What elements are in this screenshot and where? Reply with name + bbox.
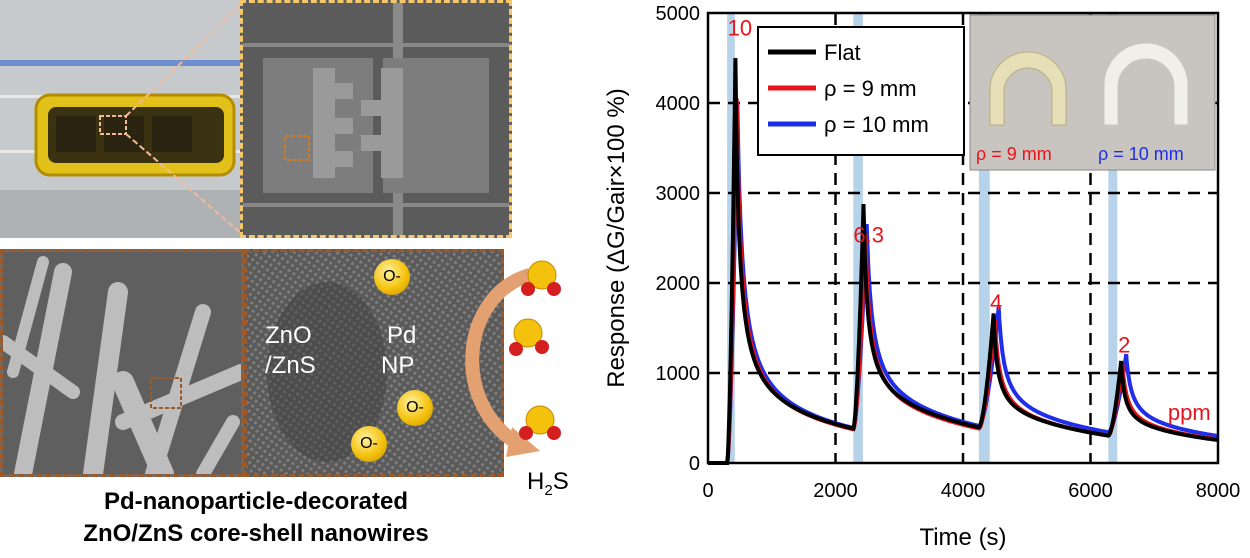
oxygen-ion-1: O- — [374, 259, 410, 295]
exposure-window — [1108, 13, 1118, 463]
concentration-label: 6.3 — [853, 223, 884, 248]
device-photo — [0, 0, 240, 238]
caption-line-2: ZnO/ZnS core-shell nanowires — [83, 520, 429, 547]
y-axis-label: Response (ΔG/Gair×100 %) — [603, 88, 630, 388]
caption-line-1: Pd-nanoparticle-decorated — [103, 488, 409, 515]
inset-radius-label: ρ = 10 mm — [1098, 144, 1184, 164]
zns-label: /ZnS — [265, 352, 316, 379]
y-tick-label: 2000 — [656, 273, 701, 295]
x-tick-label: 0 — [702, 480, 713, 502]
y-tick-label: 1000 — [656, 363, 701, 385]
legend: Flat ρ = 9 mm ρ = 10 mm — [757, 26, 965, 156]
sem-nanowire-drawing — [3, 252, 241, 474]
gas-flow-graphic — [465, 260, 561, 457]
concentration-label: 10 — [728, 16, 752, 41]
sem-electrode-image — [240, 0, 512, 238]
exposure-window — [853, 13, 863, 463]
np-label: NP — [381, 352, 415, 379]
y-tick-label: 4000 — [656, 93, 701, 115]
sem-nanowire-image — [0, 249, 244, 477]
tem-image: ZnO /ZnS Pd NP O- O- O- — [244, 249, 504, 477]
legend-box — [757, 26, 965, 156]
y-tick-label: 0 — [689, 453, 700, 475]
series-line — [708, 57, 1219, 465]
h2s-molecule-icon — [519, 405, 561, 440]
y-tick-label: 5000 — [656, 3, 701, 25]
bent-substrate-10mm — [1103, 42, 1189, 126]
concentration-label: 2 — [1118, 332, 1130, 357]
zno-label: ZnO — [265, 322, 312, 349]
response-chart-svg: 0 2000 4000 6000 8000 0 1000 2000 3000 4000 5000 Ti… — [603, 3, 1241, 551]
inset-radius-label: ρ = 9 mm — [976, 144, 1052, 164]
response-chart: 0 2000 4000 6000 8000 0 1000 2000 3000 4000 5000 Ti… — [590, 0, 1250, 553]
pd-label: Pd — [387, 322, 417, 349]
concentration-label: ppm — [1168, 400, 1211, 425]
sem-electrode-drawing — [243, 3, 509, 235]
h2s-molecule-icon — [509, 318, 549, 356]
oxygen-ion-3: O- — [351, 426, 387, 462]
y-tick-label: 3000 — [656, 183, 701, 205]
x-tick-label: 6000 — [1068, 480, 1113, 502]
x-tick-label: 2000 — [813, 480, 858, 502]
arrow-head-icon — [506, 427, 540, 457]
inset-photo: ρ = 9 mm ρ = 10 mm — [969, 14, 1216, 171]
h2s-label: H2S — [527, 468, 569, 499]
exposure-window — [978, 13, 990, 463]
legend-entry: ρ = 9 mm — [824, 76, 917, 101]
x-tick-label: 8000 — [1196, 480, 1241, 502]
bent-substrate-9mm — [989, 51, 1067, 126]
h2s-molecule-icon — [521, 260, 561, 296]
device-photo-drawing — [0, 0, 240, 238]
x-axis-label: Time (s) — [919, 524, 1006, 551]
concentration-label: 4 — [990, 290, 1002, 315]
oxygen-ion-2: O- — [397, 390, 433, 426]
legend-entry: ρ = 10 mm — [824, 112, 929, 137]
x-tick-label: 4000 — [941, 480, 986, 502]
legend-entry: Flat — [824, 40, 861, 65]
